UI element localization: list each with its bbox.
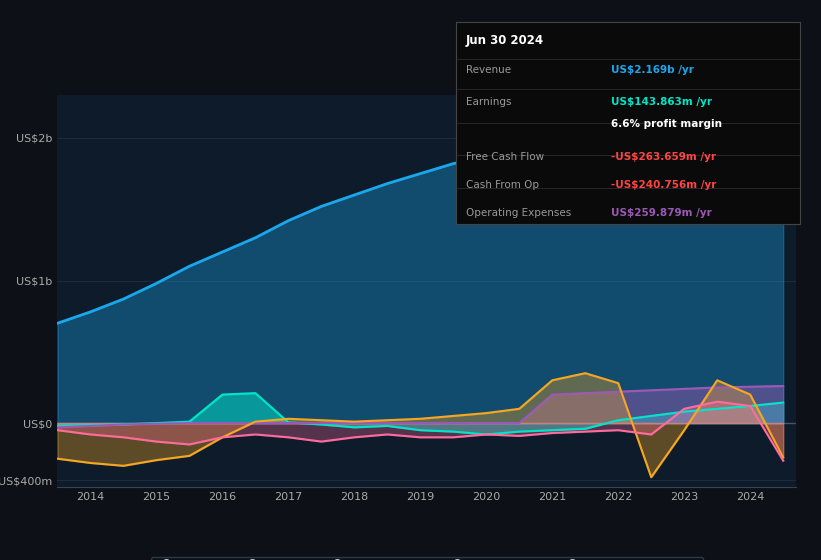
Text: -US$263.659m /yr: -US$263.659m /yr	[611, 152, 716, 161]
Text: US$143.863m /yr: US$143.863m /yr	[611, 97, 712, 107]
Text: Cash From Op: Cash From Op	[466, 180, 539, 190]
Text: Revenue: Revenue	[466, 65, 511, 75]
Text: 6.6% profit margin: 6.6% profit margin	[611, 119, 722, 129]
Text: -US$240.756m /yr: -US$240.756m /yr	[611, 180, 716, 190]
Text: Free Cash Flow: Free Cash Flow	[466, 152, 544, 161]
Text: US$259.879m /yr: US$259.879m /yr	[611, 208, 712, 218]
Text: Earnings: Earnings	[466, 97, 511, 107]
Text: Operating Expenses: Operating Expenses	[466, 208, 571, 218]
Legend: Revenue, Earnings, Free Cash Flow, Cash From Op, Operating Expenses: Revenue, Earnings, Free Cash Flow, Cash …	[151, 557, 703, 560]
Text: US$2.169b /yr: US$2.169b /yr	[611, 65, 694, 75]
Text: Jun 30 2024: Jun 30 2024	[466, 35, 544, 48]
